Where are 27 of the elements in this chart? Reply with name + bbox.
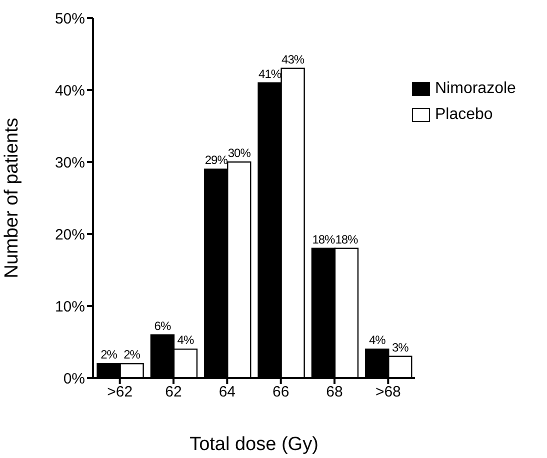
data-label: 30% [228,146,252,160]
y-tick-label: 20% [54,226,85,244]
x-tick-label: >62 [107,384,133,401]
y-tick-label: 0% [63,370,85,388]
data-label: 18% [335,232,359,246]
x-tick-label: 64 [218,384,236,401]
data-label: 18% [312,232,336,246]
data-label: 4% [177,333,194,348]
data-label: 3% [392,340,410,354]
data-label: 43% [282,52,305,66]
legend-label: Nimorazole [435,80,516,98]
x-tick-label: 66 [272,384,290,401]
y-axis-title: Number of patients [2,118,23,278]
x-axis-title: Total dose (Gy) [190,434,318,455]
y-tick-label: 10% [54,298,85,316]
data-label: 4% [368,333,386,348]
data-label: 2% [100,348,118,362]
y-tick-label: 40% [54,82,85,100]
data-label: 6% [154,318,172,333]
legend-label: Placebo [435,106,493,124]
data-label: 2% [124,348,141,362]
y-tick-label: 30% [54,154,85,172]
x-tick-label: 68 [326,384,343,401]
data-label: 29% [204,153,228,168]
x-tick-label: 62 [165,384,182,401]
y-tick-label: 50% [54,10,85,28]
x-tick-label: >68 [375,384,401,401]
